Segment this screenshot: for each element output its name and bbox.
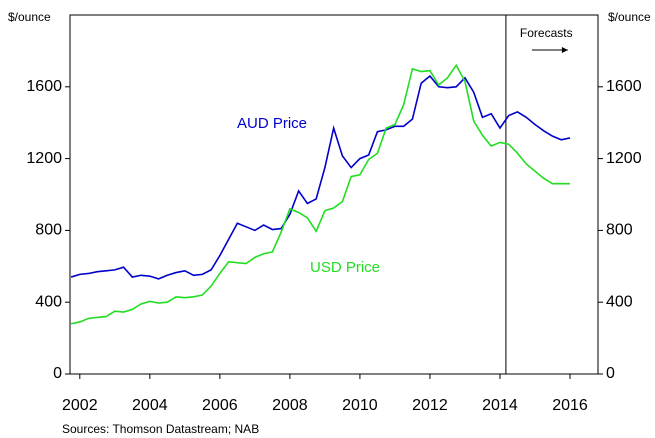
y2-tick-label: 800: [606, 222, 633, 239]
y2-axis-label: $/ounce: [608, 10, 651, 24]
series-label: USD Price: [310, 259, 380, 276]
series-line: [70, 63, 570, 325]
y2-tick-label: 0: [606, 365, 615, 382]
x-tick-label: 2006: [202, 397, 238, 414]
x-tick-label: 2014: [482, 397, 518, 414]
y2-tick-label: 1200: [606, 150, 642, 167]
series-line: [70, 74, 571, 280]
y2-tick-label: 400: [606, 293, 633, 310]
plot-frame: [69, 14, 599, 375]
source-note: Sources: Thomson Datastream; NAB: [62, 422, 259, 436]
forecast-arrowhead: [561, 47, 568, 53]
x-tick-label: 2004: [132, 397, 168, 414]
y-tick-label: 0: [53, 365, 62, 382]
x-tick-label: 2016: [552, 397, 588, 414]
y-axis-label: $/ounce: [8, 10, 51, 24]
x-tick-label: 2002: [62, 397, 98, 414]
x-tick-label: 2008: [272, 397, 308, 414]
forecast-label: Forecasts: [520, 26, 573, 40]
y-tick-label: 400: [35, 293, 62, 310]
y-tick-label: 1200: [26, 150, 62, 167]
y-tick-label: 800: [35, 222, 62, 239]
series-label: AUD Price: [237, 115, 307, 132]
y2-tick-label: 1600: [606, 78, 642, 95]
y-tick-label: 1600: [26, 78, 62, 95]
x-tick-label: 2012: [412, 397, 448, 414]
x-tick-label: 2010: [342, 397, 378, 414]
